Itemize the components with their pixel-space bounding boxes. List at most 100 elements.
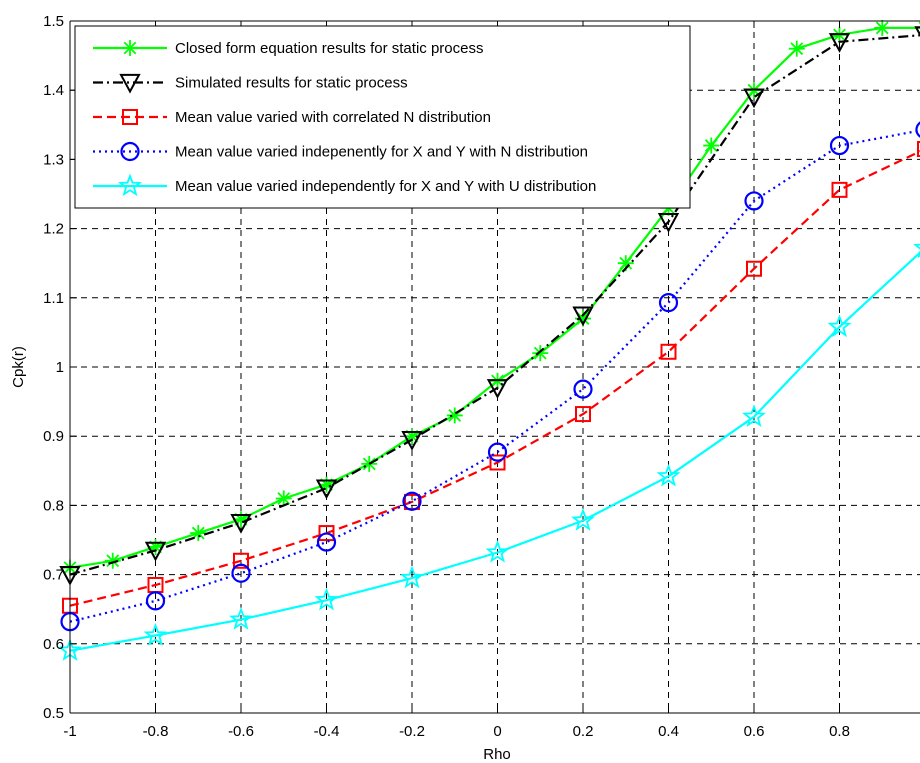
circle-marker [915,121,920,138]
triangle-marker [144,541,167,562]
circle-marker [145,591,166,611]
data-point [788,40,805,57]
data-point [143,622,168,646]
asterisk-stroke [875,21,889,35]
y-tick-label: 0.5 [43,705,64,722]
asterisk-stroke [704,139,718,152]
data-point [575,406,591,423]
data-point [314,587,339,611]
data-point [572,306,594,327]
square-marker [122,109,138,125]
legend-label: Mean value varied with correlated N dist… [175,109,491,126]
legend-label: Closed form equation results for static … [175,40,483,57]
star-marker [485,539,510,563]
series-2 [59,26,920,586]
square-marker [575,406,591,423]
square-marker [917,141,920,158]
legend-label: Mean value varied independently for X an… [175,178,596,195]
asterisk-stroke [277,492,291,505]
legend-entry: Mean value varied indepenently for X and… [93,141,588,162]
data-point [401,431,423,451]
triangle-marker [315,479,338,500]
data-point [915,121,920,138]
x-tick-label: -0.4 [314,723,340,740]
data-point [746,260,762,277]
data-point [913,243,920,259]
data-point [656,463,681,487]
star-marker [827,314,852,338]
data-point [703,137,720,154]
circle-marker [487,442,508,462]
data-point [571,508,595,531]
x-tick-label: 0.4 [658,723,679,740]
data-point [874,19,891,36]
data-point [315,479,338,500]
data-point [831,181,848,198]
triangle-marker [572,306,594,327]
series-line [69,150,920,607]
circle-marker [316,532,337,552]
triangle-marker [743,88,765,109]
series-4 [60,121,920,632]
legend: Closed form equation results for static … [74,25,691,209]
x-tick-label: -0.2 [399,723,425,740]
triangle-marker [401,431,423,451]
square-marker [318,525,335,542]
data-point [118,173,142,197]
asterisk-stroke [790,42,804,56]
data-point [489,454,506,471]
legend-entry: Mean value varied independently for X an… [93,173,596,197]
x-tick-label: -0.6 [228,723,254,740]
asterisk-stroke [576,312,590,325]
y-tick-label: 1.1 [43,290,64,307]
data-point [744,191,764,211]
series-line [69,129,920,623]
data-point [144,541,167,562]
star-marker [742,404,766,427]
circle-marker [829,135,850,156]
circle-marker [573,379,593,399]
x-tick-label: -1 [63,723,76,740]
data-point [827,314,852,338]
square-marker [489,454,506,471]
x-tick-label: -0.8 [143,723,169,740]
data-point [828,33,851,53]
square-marker [233,552,249,569]
data-point [914,26,920,37]
asterisk-stroke [191,526,205,540]
data-point [743,88,765,109]
data-point [119,73,141,94]
star-marker [400,565,424,589]
square-marker [831,181,848,198]
data-point [573,379,593,399]
square-marker [746,260,762,277]
data-point [486,379,509,399]
x-axis-title: Rho [483,746,511,763]
data-point [532,345,549,362]
circle-marker [744,191,764,211]
y-tick-label: 1.2 [43,221,64,238]
asterisk-stroke [123,41,137,55]
data-point [660,343,677,360]
data-point [231,563,251,583]
star-marker [118,173,142,197]
triangle-marker [486,379,509,399]
series-line [69,251,920,652]
y-tick-label: 1 [56,359,64,376]
data-point [742,404,766,427]
y-tick-label: 1.4 [43,82,64,99]
star-marker [143,622,168,646]
triangle-marker [119,73,141,94]
data-point [190,525,207,542]
data-point [917,141,920,158]
data-point [485,539,510,563]
axes: -1 -0.8 -0.6 -0.4 -0.2 0 0.2 0.4 0.6 0.8 1 0.5 0.6 0.… [43,13,920,740]
data-point [318,525,335,542]
legend-label: Simulated results for static process [175,75,408,92]
data-point [487,442,508,462]
data-point [657,213,680,233]
circle-marker [231,563,251,583]
data-point [122,40,138,56]
star-marker [314,587,339,611]
y-tick-label: 0.8 [43,497,64,514]
